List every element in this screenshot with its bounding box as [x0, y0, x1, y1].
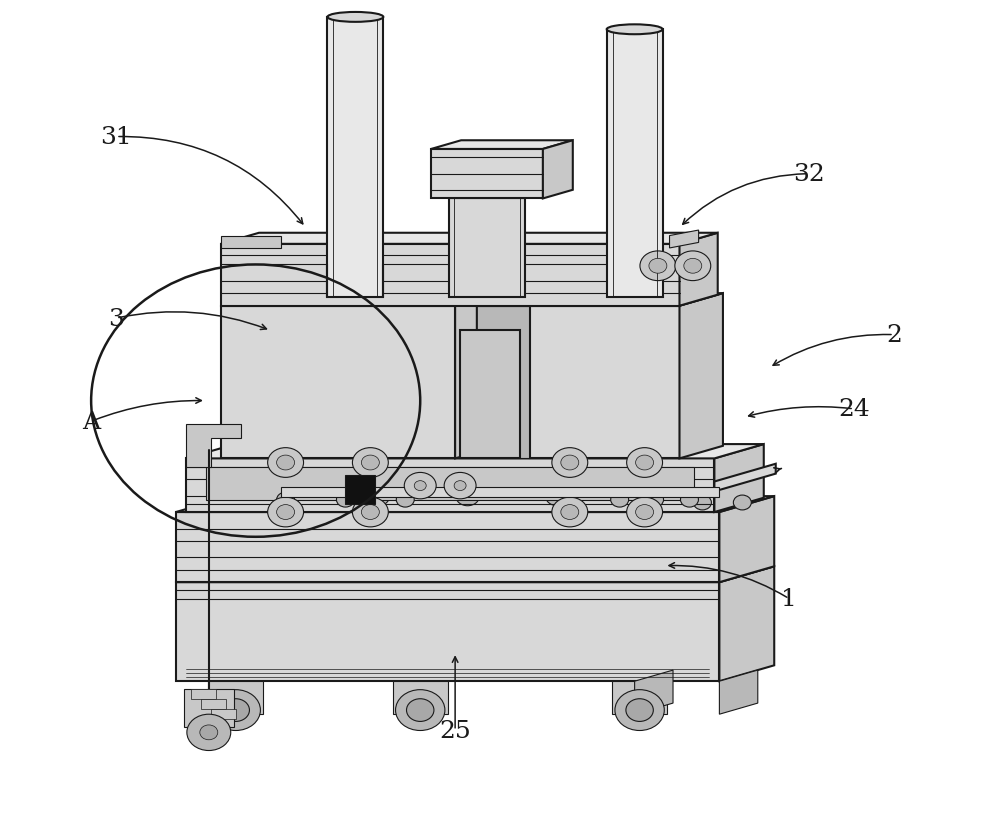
Circle shape — [268, 448, 304, 478]
Circle shape — [649, 259, 667, 274]
Circle shape — [675, 251, 711, 281]
Circle shape — [626, 699, 653, 721]
Circle shape — [352, 448, 388, 478]
Circle shape — [640, 251, 676, 281]
Polygon shape — [345, 476, 375, 504]
Polygon shape — [680, 294, 723, 459]
Polygon shape — [530, 306, 680, 459]
Text: A: A — [82, 410, 100, 433]
Polygon shape — [431, 150, 543, 199]
Polygon shape — [460, 331, 520, 459]
Circle shape — [561, 505, 579, 520]
Polygon shape — [221, 306, 455, 459]
Polygon shape — [221, 233, 718, 245]
Circle shape — [366, 486, 390, 506]
Polygon shape — [206, 467, 694, 500]
Circle shape — [680, 493, 698, 508]
Polygon shape — [221, 245, 680, 306]
Circle shape — [627, 498, 663, 528]
Polygon shape — [431, 141, 573, 150]
Circle shape — [404, 473, 436, 500]
Circle shape — [561, 456, 579, 471]
Circle shape — [276, 486, 300, 506]
Circle shape — [646, 493, 664, 508]
Circle shape — [200, 725, 218, 740]
Circle shape — [277, 456, 295, 471]
Polygon shape — [714, 464, 776, 492]
Circle shape — [684, 259, 702, 274]
Circle shape — [636, 505, 654, 520]
Text: 25: 25 — [439, 719, 471, 743]
Circle shape — [611, 493, 629, 508]
Circle shape — [456, 486, 480, 506]
Circle shape — [615, 690, 664, 730]
Circle shape — [444, 473, 476, 500]
Polygon shape — [393, 681, 448, 715]
Circle shape — [407, 699, 434, 721]
Polygon shape — [176, 496, 774, 513]
Polygon shape — [176, 566, 774, 582]
Polygon shape — [543, 141, 573, 199]
Polygon shape — [530, 294, 723, 306]
Polygon shape — [635, 670, 673, 715]
Polygon shape — [221, 237, 281, 249]
Text: 32: 32 — [793, 163, 825, 186]
Circle shape — [552, 498, 588, 528]
Polygon shape — [449, 199, 525, 298]
Text: 31: 31 — [100, 126, 132, 149]
Polygon shape — [281, 488, 719, 498]
Circle shape — [211, 690, 260, 730]
Polygon shape — [186, 424, 241, 467]
Circle shape — [627, 448, 663, 478]
Polygon shape — [719, 670, 758, 715]
Circle shape — [552, 448, 588, 478]
Circle shape — [693, 495, 711, 510]
Ellipse shape — [607, 26, 663, 36]
Circle shape — [396, 690, 445, 730]
Circle shape — [336, 493, 354, 508]
Polygon shape — [714, 445, 764, 513]
Text: 2: 2 — [886, 323, 902, 347]
Polygon shape — [455, 300, 477, 459]
Circle shape — [545, 486, 569, 506]
Polygon shape — [719, 566, 774, 681]
Polygon shape — [719, 496, 774, 582]
Polygon shape — [186, 445, 764, 459]
Polygon shape — [186, 459, 714, 513]
Polygon shape — [211, 710, 236, 719]
Circle shape — [733, 495, 751, 510]
Circle shape — [414, 481, 426, 491]
Polygon shape — [327, 18, 383, 298]
Polygon shape — [670, 231, 699, 249]
Polygon shape — [680, 233, 718, 306]
Ellipse shape — [327, 13, 383, 23]
Circle shape — [396, 493, 414, 508]
Circle shape — [636, 456, 654, 471]
Polygon shape — [176, 513, 719, 582]
Polygon shape — [191, 690, 216, 700]
Polygon shape — [208, 681, 263, 715]
Circle shape — [187, 715, 231, 751]
Polygon shape — [176, 582, 719, 681]
Polygon shape — [221, 300, 477, 306]
Circle shape — [268, 498, 304, 528]
Polygon shape — [607, 31, 663, 298]
Text: 1: 1 — [781, 587, 797, 610]
Circle shape — [454, 481, 466, 491]
Polygon shape — [184, 690, 234, 727]
Circle shape — [361, 456, 379, 471]
Polygon shape — [201, 700, 226, 710]
Polygon shape — [455, 306, 530, 459]
Text: 24: 24 — [838, 398, 870, 421]
Circle shape — [277, 505, 295, 520]
Text: 3: 3 — [108, 307, 124, 330]
Circle shape — [277, 493, 295, 508]
Polygon shape — [612, 681, 667, 715]
Circle shape — [361, 505, 379, 520]
Circle shape — [352, 498, 388, 528]
Circle shape — [222, 699, 249, 721]
